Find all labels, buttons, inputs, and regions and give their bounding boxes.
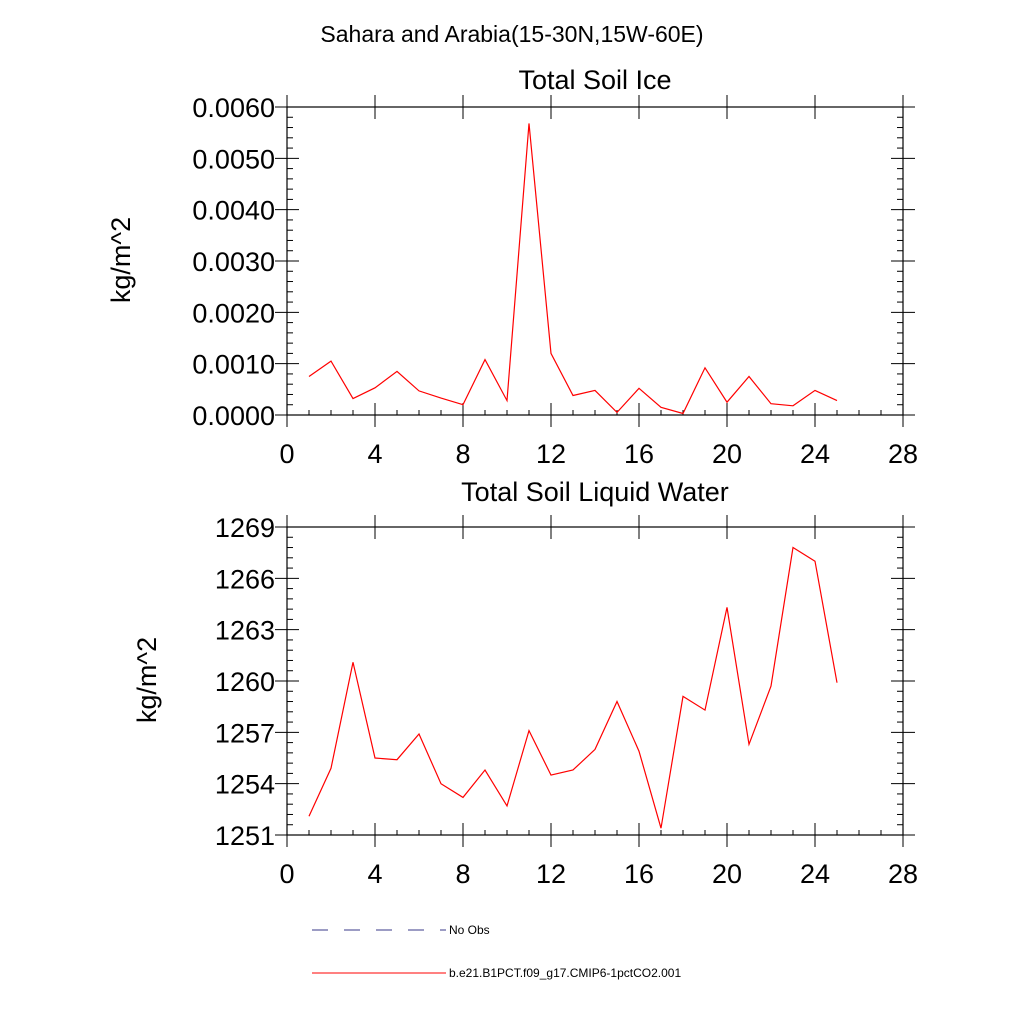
- x-tick-label: 28: [888, 859, 918, 889]
- figure-title: Sahara and Arabia(15-30N,15W-60E): [320, 21, 703, 47]
- data-series: [308, 546, 838, 829]
- x-tick-label: 8: [455, 439, 470, 469]
- y-tick-label: 1266: [215, 564, 275, 594]
- y-tick-label: 1254: [215, 770, 275, 800]
- y-tick-label: 0.0020: [192, 298, 275, 328]
- x-tick-label: 12: [536, 859, 566, 889]
- x-tick-label: 20: [712, 439, 742, 469]
- x-tick-label: 20: [712, 859, 742, 889]
- axis-ticks: 0 4 8 12 16 20 24 28 0.0000 0.0010 0.0020 0.0030 0.0…: [192, 93, 918, 469]
- x-tick-label: 24: [800, 859, 830, 889]
- x-tick-label: 28: [888, 439, 918, 469]
- y-tick-label: 0.0000: [192, 401, 275, 431]
- y-tick-label: 1260: [215, 667, 275, 697]
- x-tick-label: 16: [624, 439, 654, 469]
- x-tick-label: 4: [367, 859, 382, 889]
- legend-label-model: b.e21.B1PCT.f09_g17.CMIP6-1pctCO2.001: [449, 966, 681, 980]
- y-axis-label: kg/m^2: [132, 637, 162, 723]
- axis-ticks: 0 4 8 12 16 20 24 28 1251 1254 1257 1260 1263 1266 126…: [215, 513, 918, 889]
- x-tick-label: 8: [455, 859, 470, 889]
- chart-panel-soil-liquid-water: Total Soil Liquid Water kg/m^2 0 4 8 12 16 20…: [132, 477, 918, 889]
- plot-frame: [286, 106, 904, 416]
- y-tick-label: 1257: [215, 718, 275, 748]
- y-tick-label: 1269: [215, 513, 275, 543]
- x-tick-label: 0: [279, 859, 294, 889]
- plot-frame: [286, 526, 904, 836]
- x-tick-label: 24: [800, 439, 830, 469]
- y-tick-label: 0.0060: [192, 93, 275, 123]
- legend-label-no-obs: No Obs: [449, 923, 490, 937]
- x-tick-label: 0: [279, 439, 294, 469]
- x-tick-label: 4: [367, 439, 382, 469]
- x-tick-label: 12: [536, 439, 566, 469]
- data-series: [308, 123, 838, 415]
- y-tick-label: 0.0040: [192, 196, 275, 226]
- x-tick-label: 16: [624, 859, 654, 889]
- y-tick-label: 1251: [215, 821, 275, 851]
- y-tick-label: 0.0030: [192, 247, 275, 277]
- series-line: [308, 123, 838, 415]
- y-tick-label: 0.0010: [192, 350, 275, 380]
- chart-title: Total Soil Liquid Water: [461, 477, 729, 507]
- y-tick-label: 1263: [215, 616, 275, 646]
- series-line: [308, 546, 838, 829]
- y-axis-label: kg/m^2: [106, 217, 136, 303]
- chart-title: Total Soil Ice: [518, 65, 671, 95]
- legend: No Obs b.e21.B1PCT.f09_g17.CMIP6-1pctCO2…: [312, 923, 681, 980]
- y-tick-label: 0.0050: [192, 144, 275, 174]
- chart-panel-soil-ice: Total Soil Ice kg/m^2 0 4 8 12 16 20 24 28 0.000…: [106, 65, 918, 469]
